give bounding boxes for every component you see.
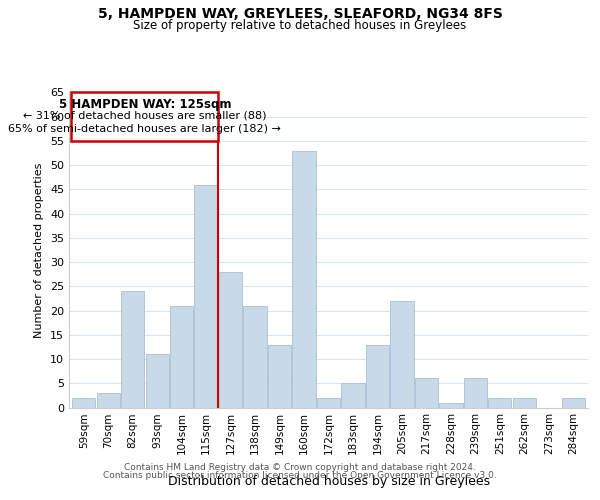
Text: Distribution of detached houses by size in Greylees: Distribution of detached houses by size … [168, 474, 490, 488]
Bar [244, 306, 266, 408]
Bar [415, 378, 438, 408]
Bar [513, 398, 536, 407]
Text: Contains public sector information licensed under the Open Government Licence v3: Contains public sector information licen… [103, 472, 497, 480]
Bar [121, 291, 144, 408]
Bar [194, 184, 218, 408]
Bar [146, 354, 169, 408]
Text: ← 31% of detached houses are smaller (88): ← 31% of detached houses are smaller (88… [23, 111, 266, 121]
Y-axis label: Number of detached properties: Number of detached properties [34, 162, 44, 338]
Bar [341, 384, 365, 407]
Bar [317, 398, 340, 407]
Bar [170, 306, 193, 408]
Bar [97, 393, 120, 407]
Bar [71, 92, 218, 141]
Text: 5, HAMPDEN WAY, GREYLEES, SLEAFORD, NG34 8FS: 5, HAMPDEN WAY, GREYLEES, SLEAFORD, NG34… [98, 8, 502, 22]
Bar [488, 398, 511, 407]
Bar [391, 301, 413, 408]
Bar [72, 398, 95, 407]
Bar [219, 272, 242, 407]
Text: Contains HM Land Registry data © Crown copyright and database right 2024.: Contains HM Land Registry data © Crown c… [124, 462, 476, 471]
Bar [366, 344, 389, 408]
Bar [268, 344, 291, 408]
Bar [439, 402, 463, 407]
Text: 65% of semi-detached houses are larger (182) →: 65% of semi-detached houses are larger (… [8, 124, 281, 134]
Bar [562, 398, 585, 407]
Text: Size of property relative to detached houses in Greylees: Size of property relative to detached ho… [133, 19, 467, 32]
Text: 5 HAMPDEN WAY: 125sqm: 5 HAMPDEN WAY: 125sqm [59, 98, 231, 112]
Bar [464, 378, 487, 408]
Bar [292, 150, 316, 408]
